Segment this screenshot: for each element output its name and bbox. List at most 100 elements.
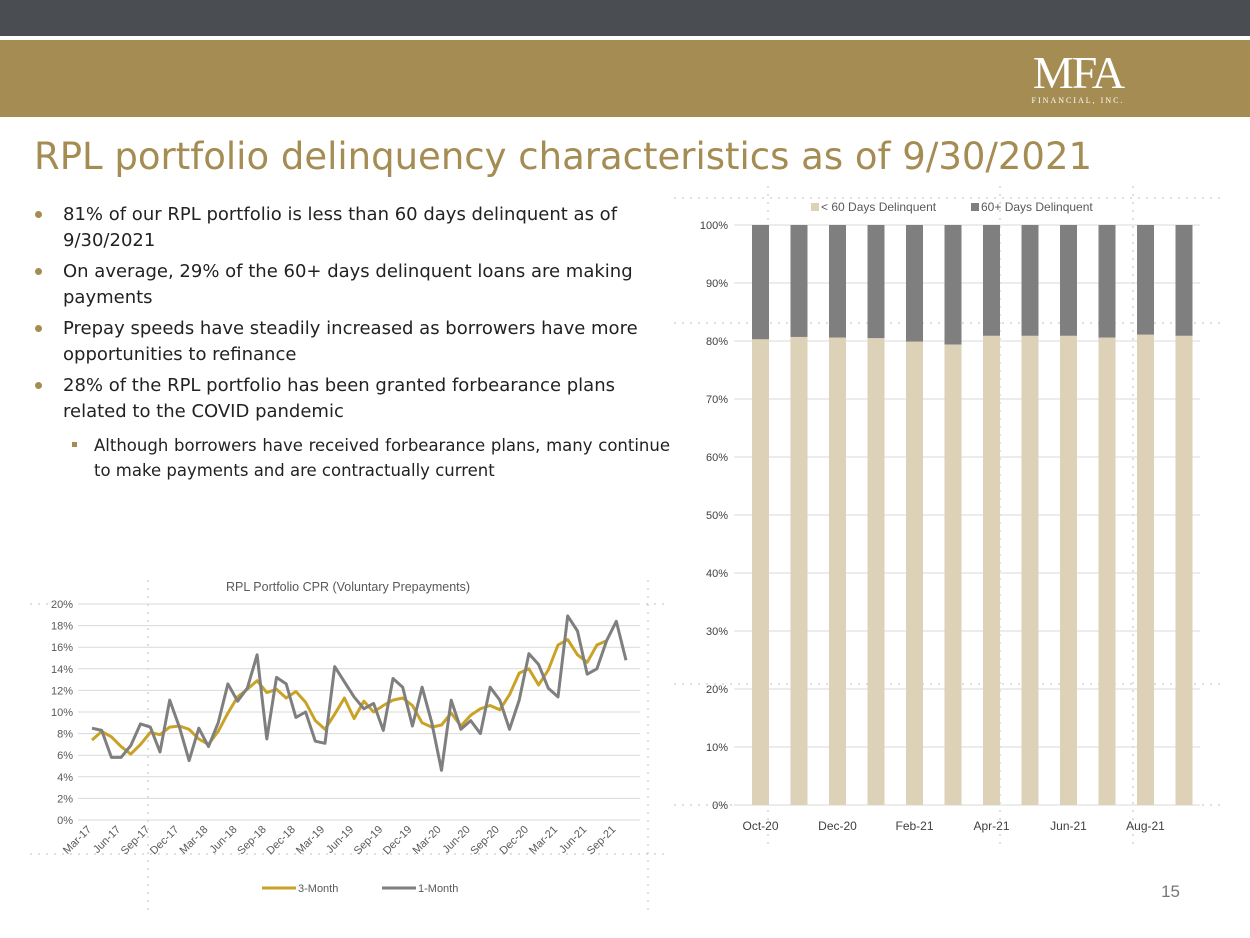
top-dark-bar	[0, 0, 1250, 36]
sub-bullet-text: Although borrowers have received forbear…	[94, 436, 670, 480]
x-tick-label: Mar-17	[61, 824, 94, 857]
y-tick-label: 14%	[51, 664, 73, 676]
bullet-text: 81% of our RPL portfolio is less than 60…	[63, 204, 618, 251]
y-tick-label: 50%	[706, 510, 728, 522]
x-tick-label: Dec-20	[497, 824, 531, 858]
y-tick-label: 8%	[57, 729, 73, 741]
logo-mark: MFA	[1032, 47, 1125, 98]
bar-60-plus-days-dec-20	[829, 225, 846, 338]
x-tick-label: Mar-20	[411, 824, 444, 857]
header-divider	[0, 36, 1250, 40]
legend-swatch	[971, 203, 979, 211]
x-tick-label: Apr-21	[973, 819, 1009, 833]
bullet-text: On average, 29% of the 60+ days delinque…	[63, 261, 633, 308]
bullet-dot-icon	[35, 268, 42, 275]
bullet-item: Prepay speeds have steadily increased as…	[34, 316, 670, 368]
x-tick-label: Jun-17	[91, 824, 123, 856]
bar-60-plus-days-sep-21	[1175, 225, 1193, 336]
x-tick-label: Aug-21	[1126, 819, 1165, 833]
bullet-item: 28% of the RPL portfolio has been grante…	[34, 373, 670, 425]
legend-swatch	[811, 203, 819, 211]
y-tick-label: 40%	[706, 568, 728, 580]
bullet-list: 81% of our RPL portfolio is less than 60…	[34, 202, 670, 488]
y-tick-label: 6%	[57, 750, 73, 762]
page-number: 15	[1161, 882, 1180, 901]
y-tick-label: 10%	[706, 742, 728, 754]
cpr-chart-title: RPL Portfolio CPR (Voluntary Prepayments…	[226, 580, 470, 594]
y-tick-label: 0%	[712, 800, 728, 812]
x-tick-label: Dec-18	[264, 824, 298, 858]
sub-bullet-square-icon	[72, 442, 77, 447]
bar-60-plus-days-apr-21	[983, 225, 1000, 336]
x-tick-label: Feb-21	[895, 819, 933, 833]
bar-60-plus-days-oct-20	[752, 225, 769, 340]
x-tick-label: Mar-19	[294, 824, 327, 857]
bar-60-plus-days-jan-21	[867, 225, 885, 339]
bar-60-plus-days-aug-21	[1137, 225, 1154, 335]
x-tick-label: Sep-18	[235, 824, 269, 858]
bar-60-plus-days-nov-20	[790, 225, 808, 337]
y-tick-label: 12%	[51, 685, 73, 697]
x-tick-label: Sep-21	[585, 824, 619, 858]
x-tick-label: Jun-18	[207, 824, 239, 856]
y-tick-label: 20%	[706, 684, 728, 696]
bullet-dot-icon	[35, 325, 42, 332]
bullet-text: 28% of the RPL portfolio has been grante…	[63, 375, 615, 422]
y-tick-label: 10%	[51, 707, 73, 719]
gold-header-band	[0, 40, 1250, 117]
bullet-dot-icon	[35, 382, 42, 389]
x-tick-label: Oct-20	[742, 819, 778, 833]
bar-60-plus-days-mar-21	[944, 225, 962, 345]
x-tick-label: Jun-20	[441, 824, 473, 856]
x-tick-label: Jun-21	[1050, 819, 1087, 833]
bar-under-60-days-oct-20	[752, 339, 769, 805]
bar-under-60-days-sep-21	[1175, 335, 1193, 805]
x-tick-label: Sep-17	[119, 824, 153, 858]
bar-under-60-days-nov-20	[790, 336, 808, 805]
y-tick-label: 16%	[51, 642, 73, 654]
x-tick-label: Jun-19	[324, 824, 356, 856]
cpr-line-chart: 0%2%4%6%8%10%12%14%16%18%20% Mar-17Jun-1…	[30, 580, 670, 910]
delinquency-bar-chart: 0% 10% 20% 30% 40% 50% 60% 70% 80% 90% 100% Oct-20…	[674, 186, 1226, 846]
legend-label: 1-Month	[418, 883, 458, 895]
x-tick-label: Jun-21	[557, 824, 589, 856]
x-tick-label: Sep-19	[352, 824, 386, 858]
legend-label: < 60 Days Delinquent	[821, 200, 937, 214]
x-tick-label: Dec-19	[381, 824, 415, 858]
bar-under-60-days-aug-21	[1137, 334, 1154, 805]
bar-under-60-days-jul-21	[1098, 337, 1116, 805]
y-tick-label: 2%	[57, 793, 73, 805]
series-line-1-month	[91, 614, 628, 772]
y-tick-label: 30%	[706, 626, 728, 638]
sub-bullet-item: Although borrowers have received forbear…	[34, 433, 670, 483]
legend-label: 3-Month	[298, 883, 338, 895]
y-tick-label: 70%	[706, 394, 728, 406]
x-tick-label: Dec-17	[148, 824, 182, 858]
y-tick-label: 80%	[706, 336, 728, 348]
y-tick-label: 0%	[57, 815, 73, 827]
bar-under-60-days-jan-21	[867, 338, 885, 805]
y-tick-label: 20%	[51, 599, 73, 611]
y-tick-label: 4%	[57, 772, 73, 784]
logo-subtext: FINANCIAL, INC.	[1031, 96, 1125, 105]
bar-under-60-days-dec-20	[829, 337, 846, 805]
bar-under-60-days-jun-21	[1060, 335, 1077, 805]
x-tick-label: Mar-21	[527, 824, 560, 857]
bar-under-60-days-mar-21	[944, 344, 962, 805]
mfa-logo: MFA FINANCIAL, INC.	[1018, 50, 1138, 108]
bar-60-plus-days-may-21	[1021, 225, 1039, 336]
x-tick-label: Mar-18	[178, 824, 211, 857]
y-tick-label: 18%	[51, 621, 73, 633]
bar-under-60-days-may-21	[1021, 335, 1039, 805]
legend-label: 60+ Days Delinquent	[981, 200, 1093, 214]
y-tick-label: 100%	[700, 220, 728, 232]
bullet-text: Prepay speeds have steadily increased as…	[63, 318, 638, 365]
bullet-dot-icon	[35, 211, 42, 218]
bullet-item: On average, 29% of the 60+ days delinque…	[34, 259, 670, 311]
slide-title: RPL portfolio delinquency characteristic…	[34, 135, 1093, 178]
x-tick-label: Dec-20	[818, 819, 857, 833]
x-tick-label: Sep-20	[468, 824, 502, 858]
bullet-item: 81% of our RPL portfolio is less than 60…	[34, 202, 670, 254]
bar-60-plus-days-feb-21	[906, 225, 923, 342]
bar-60-plus-days-jun-21	[1060, 225, 1077, 336]
